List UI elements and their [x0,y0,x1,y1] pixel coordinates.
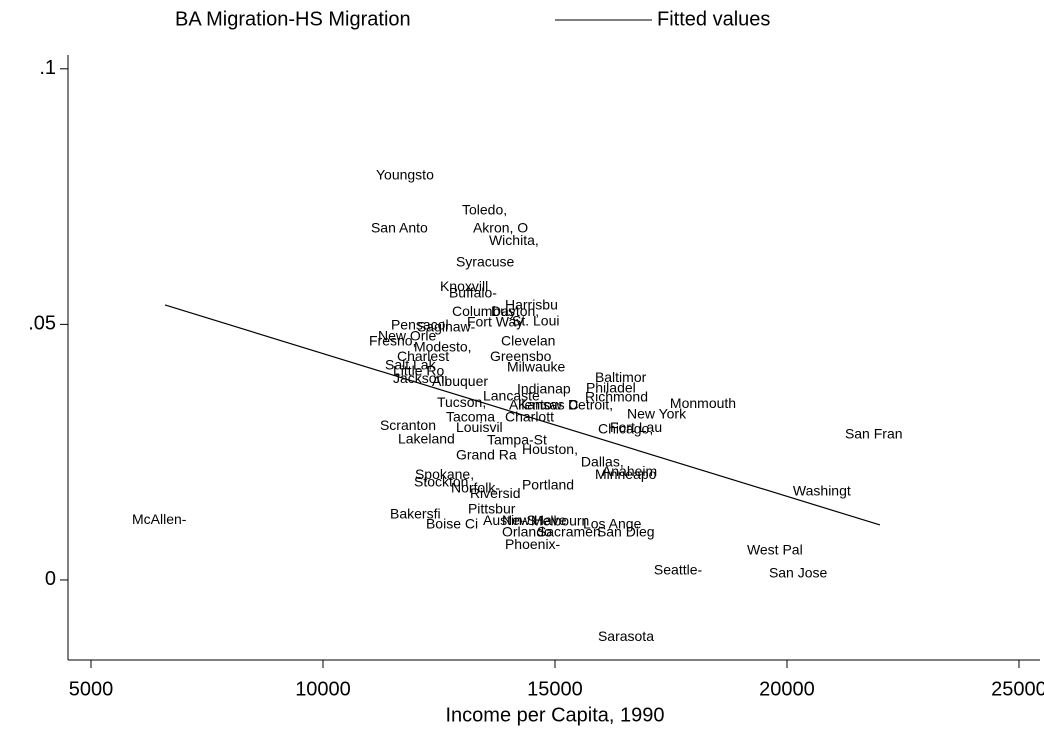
point-label: San Anto [371,219,428,235]
point-label: Akron, O [473,219,528,235]
point-label: Austin-S [483,512,536,528]
point-label: Sacramen [537,524,601,540]
point-label: Fort Way [467,314,523,330]
point-label: Chicago, [598,420,653,436]
point-label: Monmouth [670,395,736,411]
point-label: McAllen- [132,511,187,527]
point-label: Melbourn [531,512,589,528]
x-tick-label: 20000 [759,678,815,700]
point-label: Stockton [414,474,468,490]
point-label: Albuquer [432,373,488,389]
point-label: Grand Ra [456,446,517,462]
point-label: Salt Lak [385,356,437,372]
point-label: Anaheim [602,463,657,479]
point-label: Buffalo- [449,284,497,300]
point-label: Toledo, [462,202,507,218]
point-label: Modesto, [414,339,472,355]
point-label: Spokane, [415,466,474,482]
point-label: Detroit, [568,396,613,412]
point-label: Tacoma [446,409,495,425]
point-label: Fort Lau [610,419,662,435]
point-label: Sarasota [598,628,654,644]
point-label: Jackson, [393,370,448,386]
point-label: Houston, [522,441,578,457]
point-label: Philadel [586,379,636,395]
point-label: New Orle [378,327,437,343]
point-label: Seattle- [654,561,703,577]
point-label: Wichita, [489,232,539,248]
point-label: Scranton [380,417,436,433]
point-label: Milwauke [507,359,566,375]
point-label: Syracuse [456,254,515,270]
point-label: Washingt [793,483,851,499]
point-label: New Have [502,512,567,528]
point-label: Pittsbur [468,501,516,517]
point-label: Pensacol [391,317,449,333]
point-label: Portland [522,477,574,493]
point-label: Minneapo [595,466,657,482]
point-label: Dayton, [491,303,539,319]
point-label: Little Ro [393,363,445,379]
point-label: Kansas C [518,396,579,412]
point-label: Knoxvill [440,278,488,294]
legend-fitted: Fitted values [657,8,770,30]
y-tick-label: 0 [45,568,56,590]
point-label: Riversid [470,485,521,501]
point-label: Columbus [452,303,515,319]
point-label: New York [627,406,687,422]
point-label: Fresno, [369,332,416,348]
point-label: Lakeland [398,431,455,447]
point-label: Norfolk- [451,480,500,496]
point-label: Richmond [585,389,648,405]
point-label: Bakersfi [390,506,441,522]
point-label: Harrisbu [505,297,558,313]
point-label: Allentow [509,396,563,412]
point-label: San Jose [769,565,828,581]
x-tick-label: 10000 [295,678,351,700]
x-tick-label: 5000 [69,678,114,700]
point-label: San Fran [845,425,903,441]
point-label: Greensbo [490,348,552,364]
point-label: Charlest [397,348,449,364]
point-label: Dallas, [581,454,624,470]
point-label: Indianap [517,381,571,397]
fitted-line [164,304,881,526]
legend-scatter: BA Migration-HS Migration [175,8,411,30]
point-label: Louisvil [456,419,503,435]
point-label: Clevelan [501,332,555,348]
point-label: Orlando [502,524,552,540]
point-label: Phoenix- [505,536,561,552]
y-tick-label: .1 [39,57,56,79]
point-label: West Pal [747,542,803,558]
point-label: Youngsto [376,166,434,182]
x-tick-label: 15000 [527,678,583,700]
point-label: Tampa-St [487,432,547,448]
point-label: Boise Ci [426,515,478,531]
point-label: St. Loui [512,313,559,329]
x-tick-label: 25000 [991,678,1044,700]
x-axis-title: Income per Capita, 1990 [445,704,664,726]
y-tick-label: .05 [28,313,56,335]
point-label: Lancaste [483,388,540,404]
point-label: Tucson, [437,394,486,410]
point-label: San Dieg [597,524,655,540]
point-label: Los Ange [583,515,642,531]
point-label: Saginaw- [417,319,476,335]
point-label: Baltimor [595,369,647,385]
